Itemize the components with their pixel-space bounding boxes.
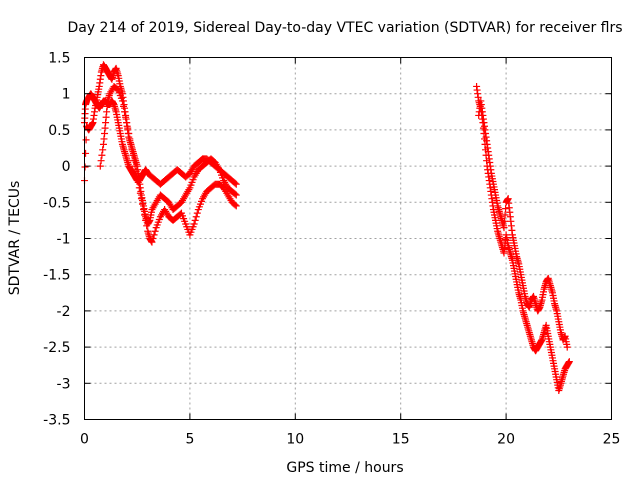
- data-point: [192, 213, 200, 221]
- y-tick-label: 1: [62, 87, 71, 103]
- data-point: [193, 209, 201, 217]
- data-point: [125, 130, 133, 138]
- data-point: [82, 149, 90, 157]
- data-point: [231, 190, 239, 198]
- y-tick-label: 1.5: [48, 51, 70, 67]
- data-point: [82, 136, 90, 144]
- data-point: [124, 124, 132, 132]
- x-tick-label: 20: [497, 432, 515, 448]
- data-point: [131, 162, 139, 170]
- data-point: [143, 222, 151, 230]
- x-axis-label: GPS time / hours: [286, 460, 403, 476]
- data-point: [232, 180, 240, 188]
- data-series: [475, 97, 571, 351]
- data-series: [96, 82, 240, 246]
- data-point: [128, 146, 136, 154]
- data-point: [232, 202, 240, 210]
- data-point: [150, 231, 158, 239]
- data-point: [96, 162, 104, 170]
- data-point: [133, 173, 141, 181]
- data-point: [141, 211, 149, 219]
- data-point: [136, 189, 144, 197]
- data-point: [501, 217, 509, 225]
- data-point: [565, 358, 573, 366]
- data-point: [148, 238, 156, 246]
- data-point: [126, 135, 134, 143]
- data-point: [138, 200, 146, 208]
- data-point: [129, 151, 137, 159]
- data-point: [121, 108, 129, 116]
- data-point: [137, 195, 145, 203]
- y-tick-label: -1: [57, 232, 71, 248]
- data-point: [99, 146, 107, 154]
- data-point: [151, 227, 159, 235]
- x-tick-label: 15: [392, 432, 410, 448]
- data-point: [149, 235, 157, 242]
- data-point: [190, 220, 198, 228]
- data-point: [142, 216, 150, 224]
- data-point: [118, 97, 126, 105]
- data-point: [502, 205, 510, 213]
- x-tick-label: 25: [603, 432, 621, 448]
- data-point: [134, 178, 142, 186]
- data-point: [98, 151, 106, 159]
- data-point: [232, 191, 240, 199]
- data-point: [500, 224, 508, 232]
- data-point: [563, 343, 571, 351]
- x-tick-label: 5: [185, 432, 194, 448]
- data-point: [81, 163, 89, 171]
- data-point: [231, 201, 239, 209]
- y-tick-label: -1.5: [43, 268, 70, 284]
- plot-area: [81, 61, 573, 395]
- axis-ticks: [84, 57, 612, 420]
- data-point: [132, 168, 140, 176]
- data-series: [81, 90, 240, 188]
- x-tick-label: 10: [286, 432, 304, 448]
- y-tick-label: 0.5: [48, 123, 70, 139]
- y-tick-label: -3: [57, 376, 71, 392]
- tick-labels: 0 5 10 15 20 25 -3.5 -3 -2.5 -2 -1.5 -1 -0.5 0 0.5 1 1.5: [43, 51, 620, 448]
- data-point: [113, 85, 121, 93]
- data-point: [501, 211, 509, 219]
- y-tick-label: 0: [62, 159, 71, 175]
- y-tick-label: -0.5: [43, 195, 70, 211]
- data-point: [122, 113, 130, 121]
- y-tick-label: -2: [57, 304, 71, 320]
- chart-title: Day 214 of 2019, Sidereal Day-to-day VTE…: [67, 20, 622, 36]
- data-point: [191, 216, 199, 224]
- y-axis-label: SDTVAR / TECUs: [7, 181, 23, 296]
- data-point: [127, 140, 135, 148]
- x-tick-label: 0: [80, 432, 89, 448]
- data-point: [135, 184, 143, 192]
- y-tick-label: -3.5: [43, 413, 70, 429]
- data-point: [97, 157, 105, 165]
- data-point: [140, 206, 148, 214]
- data-point: [119, 102, 127, 110]
- data-point: [123, 119, 131, 127]
- data-point: [130, 157, 138, 165]
- data-point: [231, 179, 239, 187]
- data-series: [473, 82, 573, 395]
- y-tick-label: -2.5: [43, 340, 70, 356]
